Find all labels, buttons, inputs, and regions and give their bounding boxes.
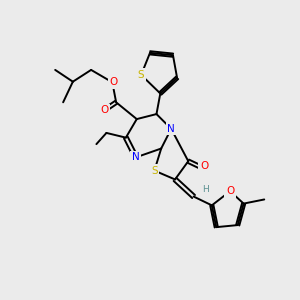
Text: S: S [151, 166, 158, 176]
Text: S: S [138, 70, 145, 80]
Text: N: N [167, 124, 175, 134]
Text: O: O [200, 161, 208, 172]
Text: O: O [110, 77, 118, 87]
Text: N: N [132, 152, 140, 162]
Text: O: O [100, 105, 109, 115]
Text: H: H [202, 185, 209, 194]
Text: O: O [226, 186, 234, 196]
